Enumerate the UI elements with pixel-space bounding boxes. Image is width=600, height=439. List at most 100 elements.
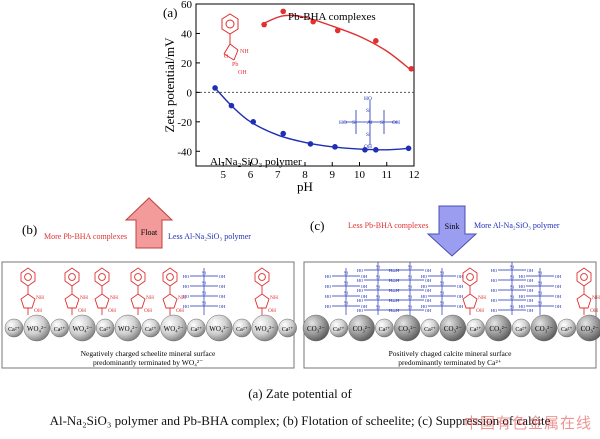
svg-text:HO: HO [389,278,396,283]
anion-sphere [393,314,421,342]
cation-sphere [187,318,206,338]
svg-text:Si: Si [408,306,413,311]
y-tick-label: 20 [181,58,193,70]
svg-text:Si: Si [202,302,207,307]
panel-c-right-text: More Al-Na₂SiO₃ polymer [474,221,560,230]
svg-text:OH: OH [425,298,432,303]
svg-text:Si: Si [376,296,381,301]
anion-sphere [439,314,467,342]
scheelite-surface-frame [1,261,295,369]
cation-sphere [232,318,252,338]
series-0-fit-line [263,14,412,71]
svg-text:Pb: Pb [232,62,238,68]
svg-text:OH: OH [268,308,276,314]
scheelite-surface-text-1: Negatively charged scheelite mineral sur… [81,349,216,358]
cation-label: Ca²⁺ [191,327,203,333]
svg-text:OH: OH [476,308,484,314]
pb-bha-molecule-icon: NH OH [94,267,118,315]
x-tick-label: 8 [302,169,308,181]
series-1-data-point [212,85,218,91]
caption-line-1: (a) Zate potential of [248,386,352,401]
svg-text:Si: Si [376,306,381,311]
svg-text:OH: OH [393,278,400,283]
svg-text:OH: OH [527,268,534,273]
svg-text:HO: HO [519,294,526,299]
anion-label: CO₃²⁻ [353,325,371,333]
x-tick-label: 11 [381,169,392,181]
series-1-data-point [307,141,314,147]
pb-bha-molecule-icon: NH O Pb OH [221,13,249,76]
cation-sphere [50,318,69,338]
svg-text:Si: Si [408,266,413,271]
al-silicate-polymer-icon [344,100,398,145]
al-silicate-polymer-labels: HO Si HO Si Al Si OH Si OH [339,96,400,150]
cation-label: Ca²⁺ [282,327,294,333]
svg-text:HO: HO [183,274,190,279]
series-1-data-point [228,102,235,109]
svg-text:Si: Si [510,286,515,291]
series-0-data-point [280,8,287,15]
svg-text:OH: OH [457,304,464,309]
svg-text:NH: NH [80,295,88,301]
svg-text:OH: OH [555,284,562,289]
svg-text:OH: OH [219,274,226,279]
cation-label: Ca²⁺ [99,327,111,333]
svg-text:HO: HO [519,304,526,309]
panel-b-left-text: More Pb-BHA complexes [44,232,127,241]
calcite-surface-text-2: predominantly terminated by Ca²⁺ [398,358,502,367]
svg-text:Si: Si [440,292,445,297]
cation-sphere [329,318,349,338]
svg-text:OH: OH [238,70,247,76]
y-axis-label: Zeta potential/mV [162,37,177,133]
series-1-data-point [332,144,338,150]
svg-text:OH: OH [361,304,368,309]
anion-label: WO₄²⁻ [164,325,184,333]
sink-arrow-icon [426,205,478,257]
anion-sphere [23,314,51,342]
svg-text:Si: Si [538,292,543,297]
svg-text:OH: OH [361,274,368,279]
svg-text:HO: HO [325,304,332,309]
svg-text:Si: Si [510,276,515,281]
x-tick-label: 7 [275,169,281,181]
anion-sphere [530,314,558,342]
svg-text:Si: Si [510,306,515,311]
svg-text:Si: Si [202,292,207,297]
svg-text:Si: Si [538,272,543,277]
x-tick-label: 9 [330,169,336,181]
svg-text:HO: HO [357,268,364,273]
svg-text:OH: OH [457,284,464,289]
cation-label: Ca²⁺ [333,327,345,333]
svg-text:OH: OH [219,304,226,309]
x-axis-label: pH [297,179,313,194]
svg-text:HO: HO [491,278,498,283]
float-arrow-icon [124,197,174,249]
svg-text:NH: NH [240,49,249,55]
panel-c-calcite: (c) Less Pb-BHA complexes Sink More Al-N… [302,205,600,369]
svg-text:OH: OH [144,308,152,314]
svg-text:NH: NH [178,295,186,301]
svg-text:OH: OH [176,308,184,314]
svg-text:OH: OH [393,298,400,303]
svg-text:Si: Si [440,272,445,277]
pb-bha-molecule-icon: NH OH [64,267,88,315]
anion-label: CO₃²⁻ [535,325,553,333]
anion-label: CO₃²⁻ [489,325,507,333]
series-0-data-point [334,27,341,34]
svg-text:HO: HO [325,294,332,299]
pb-bha-molecule-icon: NH OH [162,267,186,315]
svg-text:Si: Si [344,282,349,287]
anion-sphere [485,314,512,342]
svg-text:HO: HO [421,294,428,299]
svg-text:HO: HO [421,274,428,279]
svg-text:OH: OH [527,298,534,303]
cation-sphere [278,318,297,338]
panel-b-right-text: Less Al-Na₂SiO₃ polymer [168,232,251,241]
anion-label: WO₄²⁻ [27,325,47,333]
pb-bha-molecule-icon: NH OH [254,267,278,315]
anion-sphere [114,314,142,342]
